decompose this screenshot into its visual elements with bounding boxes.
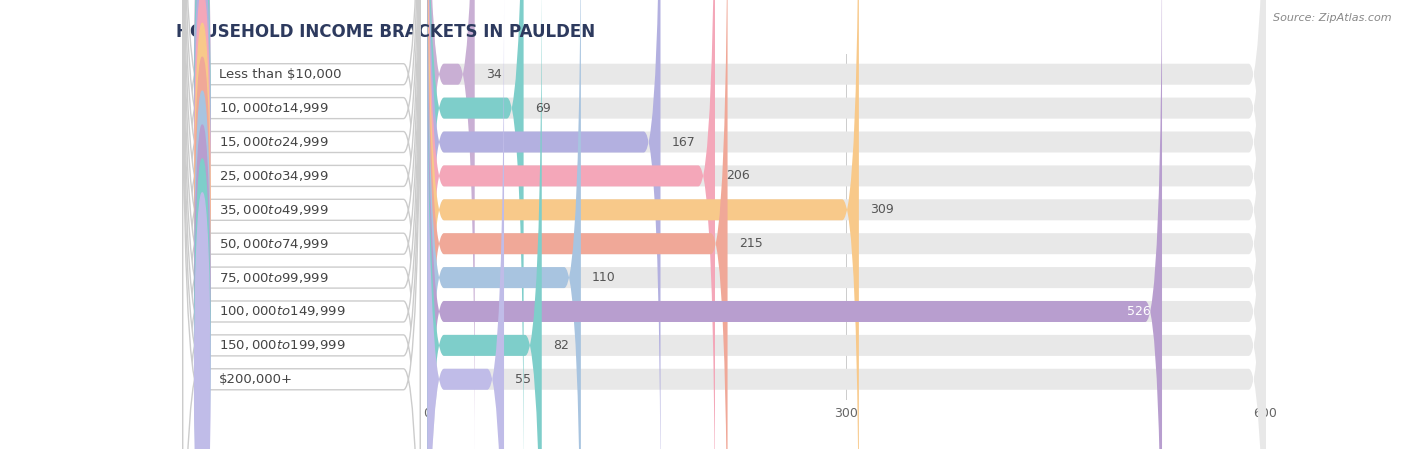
Text: HOUSEHOLD INCOME BRACKETS IN PAULDEN: HOUSEHOLD INCOME BRACKETS IN PAULDEN bbox=[176, 23, 595, 41]
FancyBboxPatch shape bbox=[427, 0, 475, 449]
FancyBboxPatch shape bbox=[427, 0, 1265, 449]
FancyBboxPatch shape bbox=[427, 0, 1265, 449]
Text: 215: 215 bbox=[738, 237, 762, 250]
Text: $100,000 to $149,999: $100,000 to $149,999 bbox=[219, 304, 346, 318]
Text: Source: ZipAtlas.com: Source: ZipAtlas.com bbox=[1274, 13, 1392, 23]
FancyBboxPatch shape bbox=[183, 0, 420, 449]
Text: 526: 526 bbox=[1128, 305, 1152, 318]
FancyBboxPatch shape bbox=[427, 0, 1265, 449]
FancyBboxPatch shape bbox=[427, 0, 727, 449]
Text: $10,000 to $14,999: $10,000 to $14,999 bbox=[219, 101, 329, 115]
FancyBboxPatch shape bbox=[183, 0, 420, 449]
FancyBboxPatch shape bbox=[427, 0, 1265, 449]
FancyBboxPatch shape bbox=[183, 0, 420, 449]
FancyBboxPatch shape bbox=[183, 0, 420, 449]
Text: 206: 206 bbox=[725, 169, 749, 182]
FancyBboxPatch shape bbox=[427, 0, 523, 449]
Text: 34: 34 bbox=[486, 68, 502, 81]
Circle shape bbox=[194, 0, 209, 362]
FancyBboxPatch shape bbox=[427, 0, 661, 449]
Circle shape bbox=[194, 91, 209, 449]
FancyBboxPatch shape bbox=[427, 0, 859, 449]
FancyBboxPatch shape bbox=[427, 0, 1265, 449]
FancyBboxPatch shape bbox=[427, 0, 541, 449]
Circle shape bbox=[194, 193, 209, 449]
Text: 309: 309 bbox=[870, 203, 894, 216]
Text: $150,000 to $199,999: $150,000 to $199,999 bbox=[219, 339, 346, 352]
FancyBboxPatch shape bbox=[183, 0, 420, 449]
Circle shape bbox=[194, 125, 209, 449]
Circle shape bbox=[194, 57, 209, 430]
Text: $50,000 to $74,999: $50,000 to $74,999 bbox=[219, 237, 329, 251]
Circle shape bbox=[194, 0, 209, 295]
Text: 167: 167 bbox=[672, 136, 696, 149]
Text: 55: 55 bbox=[515, 373, 531, 386]
FancyBboxPatch shape bbox=[183, 0, 420, 449]
Circle shape bbox=[194, 0, 209, 328]
FancyBboxPatch shape bbox=[427, 0, 1265, 449]
FancyBboxPatch shape bbox=[427, 0, 1265, 449]
FancyBboxPatch shape bbox=[427, 0, 716, 449]
FancyBboxPatch shape bbox=[427, 0, 503, 449]
FancyBboxPatch shape bbox=[427, 0, 581, 449]
FancyBboxPatch shape bbox=[183, 0, 420, 449]
Text: $200,000+: $200,000+ bbox=[219, 373, 292, 386]
FancyBboxPatch shape bbox=[183, 0, 420, 449]
FancyBboxPatch shape bbox=[427, 0, 1265, 449]
Circle shape bbox=[194, 0, 209, 260]
FancyBboxPatch shape bbox=[183, 0, 420, 449]
Text: $15,000 to $24,999: $15,000 to $24,999 bbox=[219, 135, 329, 149]
Circle shape bbox=[194, 23, 209, 396]
Text: 69: 69 bbox=[534, 101, 551, 114]
Text: 110: 110 bbox=[592, 271, 616, 284]
FancyBboxPatch shape bbox=[427, 0, 1265, 449]
Circle shape bbox=[194, 159, 209, 449]
FancyBboxPatch shape bbox=[427, 0, 1265, 449]
Text: $25,000 to $34,999: $25,000 to $34,999 bbox=[219, 169, 329, 183]
Text: $35,000 to $49,999: $35,000 to $49,999 bbox=[219, 203, 329, 217]
Text: $75,000 to $99,999: $75,000 to $99,999 bbox=[219, 271, 329, 285]
Text: 82: 82 bbox=[553, 339, 569, 352]
FancyBboxPatch shape bbox=[427, 0, 1161, 449]
FancyBboxPatch shape bbox=[183, 0, 420, 449]
Text: Less than $10,000: Less than $10,000 bbox=[219, 68, 342, 81]
